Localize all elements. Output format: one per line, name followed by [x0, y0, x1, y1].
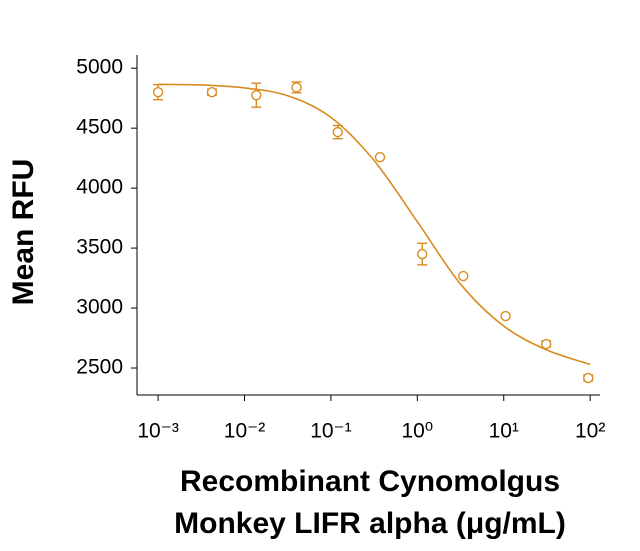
- x-axis-title: Monkey LIFR alpha (μg/mL): [174, 507, 566, 540]
- data-point: [583, 372, 594, 384]
- data-point: [500, 310, 511, 322]
- data-point: [206, 86, 218, 98]
- x-tick-label: 10⁰: [401, 420, 433, 443]
- data-point: [374, 151, 386, 163]
- x-tick-label: 10²: [575, 420, 605, 443]
- y-tick-label: 3000: [76, 296, 123, 319]
- x-tick-label: 10⁻²: [224, 420, 265, 443]
- data-point: [332, 126, 343, 138]
- data-point: [458, 270, 469, 282]
- y-tick-label: 3500: [76, 236, 123, 259]
- y-tick-label: 5000: [76, 56, 123, 79]
- y-axis-title: Mean RFU: [7, 159, 40, 306]
- data-point: [152, 86, 164, 98]
- x-axis-title: Recombinant Cynomolgus: [180, 465, 560, 498]
- fit-curve: [158, 83, 591, 366]
- data-point: [541, 338, 552, 350]
- x-tick-label: 10¹: [489, 420, 519, 443]
- data-point: [251, 89, 262, 101]
- x-tick-label: 10⁻³: [137, 420, 178, 443]
- y-tick-label: 4500: [76, 116, 123, 139]
- y-tick-label: 2500: [76, 356, 123, 379]
- x-tick-label: 10⁻¹: [310, 420, 351, 443]
- data-point: [291, 82, 302, 93]
- y-tick-label: 4000: [76, 176, 123, 199]
- data-point: [417, 248, 428, 260]
